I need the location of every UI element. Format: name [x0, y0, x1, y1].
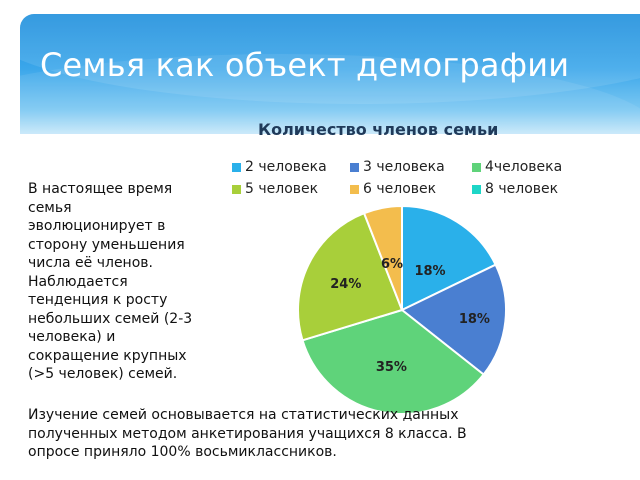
legend-row: 5 человек 6 человек 8 человек [232, 178, 612, 200]
chart-title: Количество членов семьи [258, 120, 499, 139]
legend-row: 2 человека 3 человека 4человека [232, 156, 612, 178]
legend-swatch [472, 184, 481, 194]
legend-label: 5 человек [245, 181, 319, 197]
side-text-line: человека) и [28, 329, 116, 345]
side-text-line: (>5 человек) семей. [28, 366, 178, 382]
side-text-line: тенденция к росту [28, 292, 168, 308]
legend-swatch [350, 162, 359, 172]
legend-label: 3 человека [363, 159, 445, 175]
legend-entry: 4человека [472, 159, 562, 175]
legend-swatch [472, 162, 481, 172]
bottom-text-line: опросе приняло 100% восьмиклассников. [28, 444, 337, 460]
legend-swatch [350, 184, 359, 194]
legend-swatch [232, 184, 241, 194]
legend-entry: 6 человек [350, 181, 436, 197]
legend-label: 4человека [485, 159, 563, 175]
title-banner [20, 14, 640, 134]
legend-entry: 5 человек [232, 181, 318, 197]
legend-entry: 2 человека [232, 159, 327, 175]
side-paragraph: В настоящее время семья эволюционирует в ст… [28, 180, 238, 384]
pie-slice [301, 308, 486, 415]
slide-title: Семья как объект демографии [40, 46, 570, 84]
legend-entry: 8 человек [472, 181, 558, 197]
side-text-line: семья [28, 199, 72, 216]
legend-label: 6 человек [363, 181, 437, 197]
legend-entry: 3 человека [350, 159, 445, 175]
pie-data-label: 24% [330, 277, 361, 292]
pie-slice [401, 204, 497, 312]
bottom-text-line: Изучение семей основывается на статистич… [28, 407, 459, 423]
side-text-line: сторону уменьшения [28, 236, 185, 253]
pie-data-label: 35% [376, 360, 407, 375]
side-text-line: небольших семей (2-3 [28, 310, 193, 327]
side-text-line: Наблюдается [28, 273, 128, 290]
side-text-line: В настоящее время [28, 181, 173, 197]
pie-data-label: 18% [459, 312, 490, 327]
pie-slice [362, 204, 403, 311]
pie-data-label: 6% [381, 257, 403, 272]
chart-legend: 2 человека 3 человека 4человека 5 человек 6 … [232, 156, 612, 200]
side-text-line: числа её членов. [28, 255, 153, 271]
pie-data-label: 18% [414, 264, 445, 279]
bottom-text-line: полученных методом анкетирования учащихс… [28, 425, 467, 442]
legend-label: 8 человек [485, 181, 559, 197]
side-text-line: эволюционирует в [28, 218, 166, 234]
legend-label: 2 человека [245, 159, 327, 175]
side-text-line: сокращение крупных [28, 347, 187, 364]
legend-swatch [232, 162, 241, 172]
bottom-paragraph: Изучение семей основывается на статистич… [28, 406, 628, 462]
pie-slice [400, 263, 507, 376]
